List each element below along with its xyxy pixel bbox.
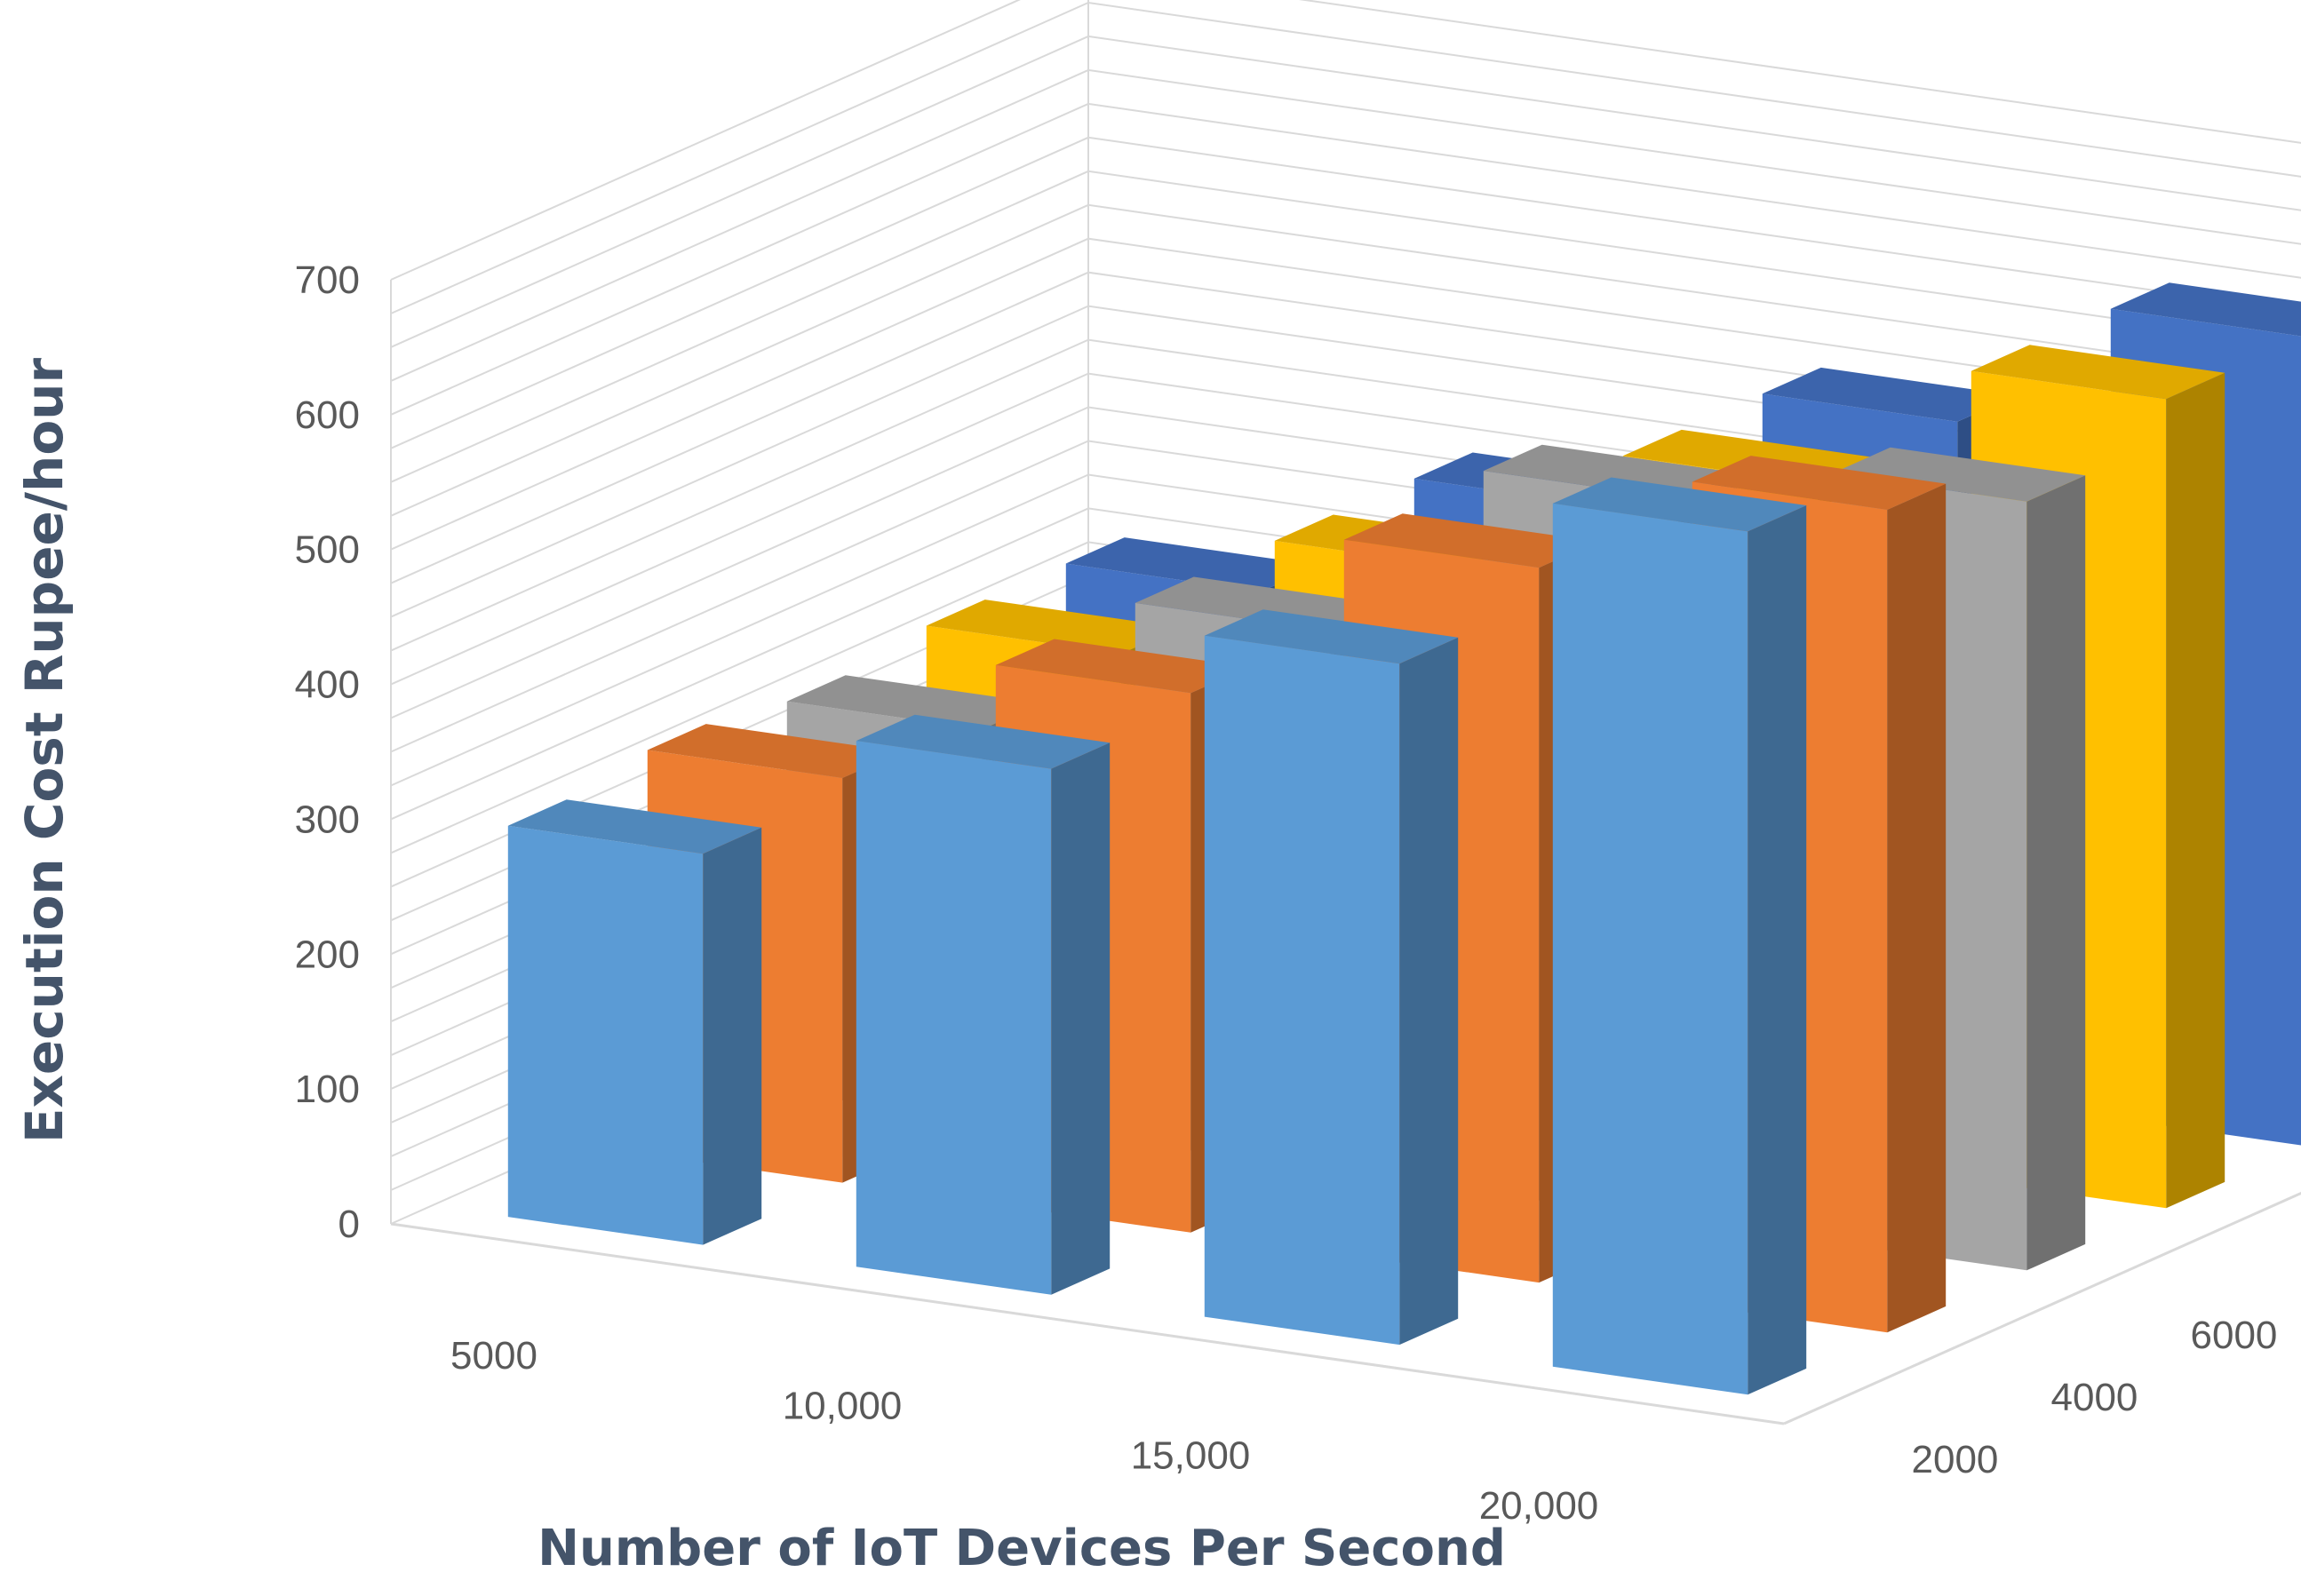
axes	[390, 1191, 2301, 1425]
bar-top-face	[1762, 367, 2017, 422]
bar-top-face	[995, 639, 1250, 694]
bar-side-face	[1748, 505, 1807, 1395]
gridline	[390, 0, 2301, 281]
bar-side-face	[2166, 372, 2225, 1209]
x-tick-label: 15,000	[1131, 1434, 1251, 1478]
x-tick-label: 20,000	[1479, 1484, 1599, 1528]
y-tick-label: 100	[295, 1068, 360, 1111]
bar-top-face	[786, 675, 1041, 730]
bar-2000-20,000	[1552, 477, 1807, 1395]
bar-top-face	[1343, 513, 1598, 568]
gridline	[390, 1, 2301, 314]
x-axis-label: Number of IoT Devices Per Second	[537, 1520, 1506, 1577]
bar-side-face	[2026, 475, 2086, 1271]
bar-front-face	[1204, 635, 1400, 1346]
series-tick-label: 6000	[2191, 1314, 2278, 1357]
x-tick-label: 5000	[450, 1334, 537, 1378]
y-tick-label: 500	[295, 528, 360, 572]
gridline	[390, 68, 2301, 382]
bar-top-face	[1204, 609, 1459, 664]
bar-side-face	[703, 827, 762, 1245]
y-tick-label: 700	[295, 258, 360, 302]
gridline	[390, 35, 2301, 348]
tick-labels: 0 100 200 300 400 500 600 700 5000 10,000 15,000 20…	[295, 258, 2278, 1528]
bar-front-face	[856, 741, 1052, 1295]
bar-top-face	[1831, 447, 2086, 502]
bar-top-face	[1483, 444, 1738, 499]
bar-front-face	[507, 825, 704, 1245]
bars	[507, 282, 2301, 1395]
bar-top-face	[1552, 477, 1807, 532]
bar-top-face	[1135, 576, 1389, 631]
bar-2000-15,000	[1204, 609, 1459, 1346]
bar-top-face	[926, 599, 1181, 654]
y-tick-label: 0	[338, 1203, 360, 1246]
x-axis-line	[390, 1222, 1785, 1425]
y-axis-label: Execution Cost Rupee/hour	[14, 358, 75, 1144]
bar-top-face	[647, 724, 902, 778]
bar-2000-5000	[507, 799, 762, 1245]
bar-side-face	[1051, 742, 1111, 1295]
bar-side-face	[1399, 637, 1459, 1346]
bar-front-face	[1552, 503, 1748, 1395]
bar-top-face	[1065, 537, 1320, 592]
bar-top-face	[1971, 345, 2225, 400]
y-tick-label: 600	[295, 393, 360, 437]
bar-2000-10,000	[856, 714, 1111, 1295]
series-tick-label: 4000	[2051, 1376, 2138, 1419]
bar-side-face	[1887, 483, 1947, 1333]
x-tick-label: 10,000	[783, 1384, 903, 1427]
series-tick-label: 2000	[1912, 1438, 1999, 1481]
y-tick-label: 300	[295, 798, 360, 841]
depth-axis-line	[1783, 1191, 2301, 1425]
bar-top-face	[507, 799, 762, 854]
y-tick-label: 200	[295, 933, 360, 976]
bar-top-face	[856, 714, 1111, 769]
bar-top-face	[1692, 456, 1947, 510]
bar-top-face	[2110, 282, 2301, 337]
y-tick-label: 400	[295, 663, 360, 707]
